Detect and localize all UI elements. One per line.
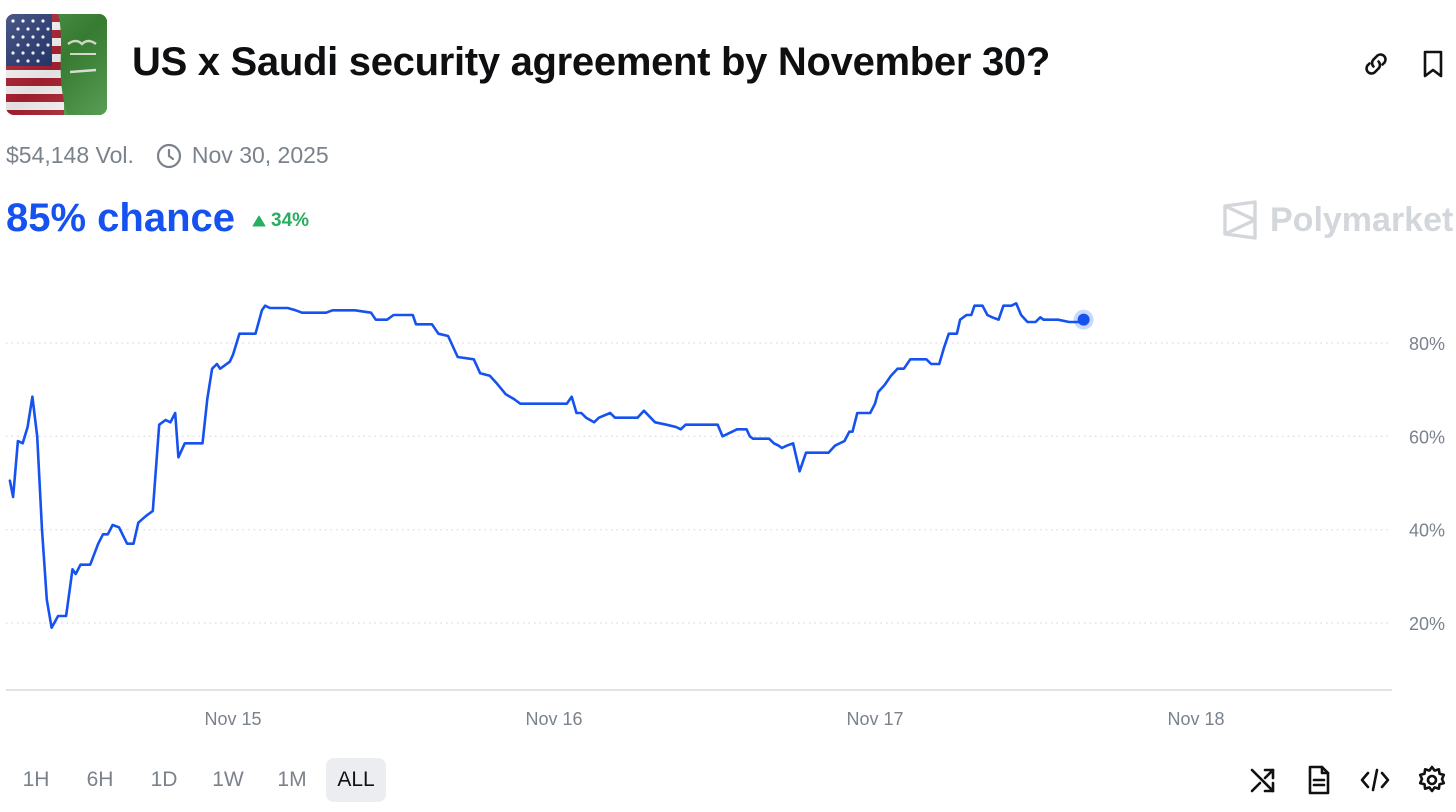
x-tick-label: Nov 15 xyxy=(204,709,261,729)
bookmark-icon[interactable] xyxy=(1417,48,1449,80)
range-1m[interactable]: 1M xyxy=(277,768,307,791)
end-date-text: Nov 30, 2025 xyxy=(191,142,329,168)
document-icon[interactable] xyxy=(1303,764,1335,796)
range-all[interactable]: ALL xyxy=(326,758,386,802)
range-6h[interactable]: 6H xyxy=(86,768,114,791)
price-chart: 20% 40% 60% 80% Nov 15 Nov 16 Nov 17 Nov 18 xyxy=(6,302,1445,729)
range-1d[interactable]: 1D xyxy=(150,768,178,791)
range-1h[interactable]: 1H xyxy=(22,768,50,791)
polymarket-logo-icon xyxy=(1223,200,1257,240)
us-saudi-flags-image xyxy=(6,14,107,115)
change-value: 34% xyxy=(271,210,310,231)
link-icon[interactable] xyxy=(1360,48,1392,80)
x-tick-label: Nov 16 xyxy=(525,709,582,729)
shuffle-icon[interactable] xyxy=(1247,764,1279,796)
last-point-marker xyxy=(1077,313,1090,326)
series-line-0 xyxy=(8,302,1085,629)
settings-gear-icon[interactable] xyxy=(1416,764,1448,796)
chance-value: 85% chance xyxy=(6,196,236,240)
triangle-up-icon xyxy=(252,215,266,227)
clock-icon xyxy=(156,143,182,169)
market-title: US x Saudi security agreement by Novembe… xyxy=(132,40,1050,84)
market-meta: $54,148 Vol. Nov 30, 2025 xyxy=(6,142,329,169)
time-range-selector: 1H 6H 1D 1W 1M ALL xyxy=(6,758,390,802)
polymarket-watermark: Polymarket xyxy=(1222,200,1453,240)
range-1w[interactable]: 1W xyxy=(212,768,244,791)
y-tick-label: 20% xyxy=(1409,614,1445,634)
x-tick-label: Nov 17 xyxy=(846,709,903,729)
x-tick-label: Nov 18 xyxy=(1167,709,1224,729)
change-badge: 34% xyxy=(252,210,309,232)
code-icon[interactable] xyxy=(1359,764,1391,796)
volume-text: $54,148 Vol. xyxy=(6,142,134,168)
watermark-text: Polymarket xyxy=(1270,200,1454,239)
y-tick-label: 80% xyxy=(1409,334,1445,354)
y-tick-label: 60% xyxy=(1409,427,1445,447)
y-tick-label: 40% xyxy=(1409,521,1445,541)
